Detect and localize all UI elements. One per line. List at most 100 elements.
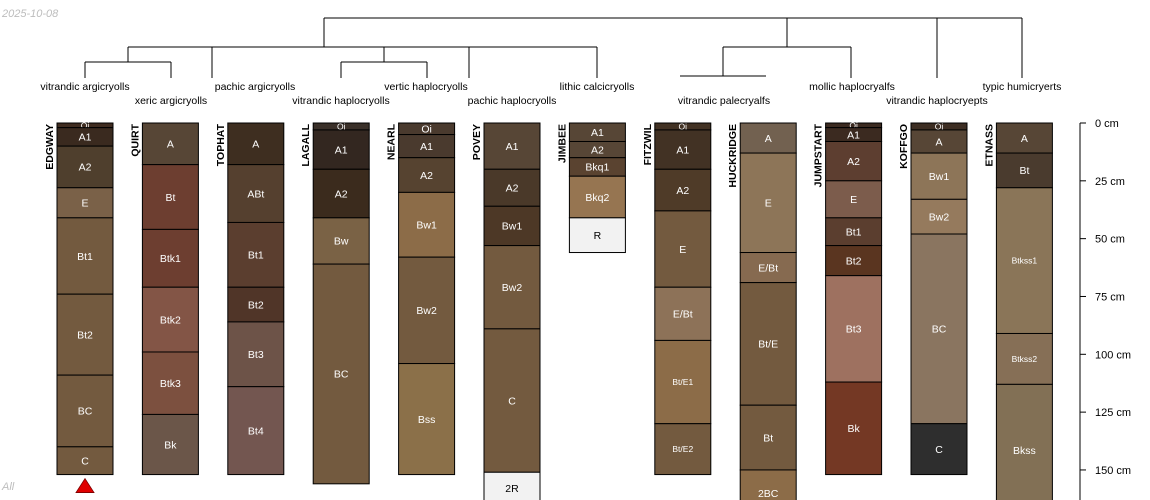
horizon-label: Bt [1019,165,1029,177]
horizon-label: Bw2 [502,282,523,294]
profile-name: NEARL [386,123,398,160]
horizon-bw2 [910,198,968,235]
horizon-e [654,210,712,288]
horizon-label: Bw1 [416,220,437,232]
horizon-label: Bk [164,439,177,451]
profile-name: HUCKRIDGE [727,124,739,188]
horizon-e [56,187,114,219]
horizon-label: Bt1 [77,251,93,263]
horizon-bc [910,233,968,425]
horizon-label: Bt/E2 [672,444,693,454]
horizon-label: Bt4 [248,425,264,437]
horizon-a1 [483,122,541,170]
horizon-a2 [398,157,456,193]
horizon-label: Bt2 [248,299,264,311]
horizon-bkq2 [568,175,626,219]
horizon-label: Oi [849,120,858,130]
profile-name: KOFFGO [898,124,910,169]
horizon-bt/e2 [654,423,712,476]
horizon-label: A2 [79,162,92,174]
horizon-label: R [594,230,602,242]
taxon-label: lithic calcicryolls [560,81,635,93]
horizon-label: E [850,194,857,206]
horizon-label: Bt/E1 [672,377,693,387]
horizon-label: A [935,136,942,148]
depth-tick-label: 125 cm [1095,407,1131,419]
profile-name: TOPHAT [215,123,227,166]
horizon-btkss2 [995,332,1053,385]
horizon-e [825,180,883,219]
horizon-label: A1 [79,132,92,144]
depth-tick-label: 50 cm [1095,234,1125,246]
horizon-bkss [995,383,1053,500]
taxon-label: vitrandic haplocryolls [292,95,389,107]
profile-edgway: Oi A1 A2 E Bt1 Bt2 BC C EDGWAY [44,120,114,493]
horizon-label: A1 [591,127,604,139]
depth-tick-label: 75 cm [1095,291,1125,303]
profile-povey: A1 A2 Bw1 Bw2 C 2R POVEY [471,122,541,500]
horizon-label: A2 [420,170,433,182]
profile-name: ETNASS [983,124,995,167]
horizon-a1 [312,129,370,170]
horizon-label: 2R [505,483,519,495]
horizon-bt4 [227,386,285,476]
horizon-bt [141,164,199,230]
date-stamp: 2025-10-08 [2,8,59,20]
horizon-bss [398,363,456,476]
profile-name: JUMPSTART [813,123,825,187]
profile-quirt: A Bt Btk1 Btk2 Btk3 Bk QUIRT [129,122,199,476]
horizon-label: BC [932,324,947,336]
horizon-label: Oi [337,122,346,132]
horizon-abt [227,164,285,223]
horizon-label: A2 [506,183,519,195]
horizon-a [141,122,199,166]
horizon-bw1 [483,205,541,247]
horizon-bt1 [56,217,114,295]
horizon-btk2 [141,286,199,353]
horizon-label: A2 [676,185,689,197]
horizon-label: Bw [334,236,349,248]
horizon-bt [739,404,797,471]
truncation-marker [75,477,95,493]
horizon-bt3 [227,321,285,388]
horizon-btk3 [141,351,199,415]
horizon-label: A [765,133,772,145]
profile-tophat: A ABt Bt1 Bt2 Bt3 Bt4 TOPHAT [215,122,285,476]
horizon-bw1 [398,191,456,258]
horizon-label: A2 [591,144,604,156]
profile-huckridge: A E E/Bt Bt/E Bt 2BC HUCKRIDGE [727,122,797,500]
profile-name: JIMBEE [556,124,568,163]
profile-fitzwil: Oi A1 A2 E E/Bt Bt/E1 Bt/E2 FITZWIL [642,122,712,476]
horizon-a2 [825,141,883,182]
horizon-label: A [167,139,174,151]
horizon-label: Bt3 [248,349,264,361]
horizon-e/bt [739,252,797,284]
horizon-label: ABt [247,188,264,200]
horizon-a2 [56,145,114,189]
horizon-bw [312,217,370,265]
horizon-label: Bw1 [502,221,523,233]
horizon-label: Bt3 [846,324,862,336]
horizon-a2 [483,168,541,207]
horizon-label: Btk1 [160,253,181,265]
profile-koffgo: Oi A Bw1 Bw2 BC C KOFFGO [898,122,968,476]
profile-etnass: A Bt Btkss1 Btkss2 Bkss ETNASS [983,122,1053,500]
horizon-2bc [739,469,797,500]
profile-name: LAGALL [300,123,312,166]
depth-tick-label: 100 cm [1095,349,1131,361]
horizon-label: Bt2 [77,329,93,341]
horizon-label: Bt [763,432,773,444]
taxon-label: vertic haplocryolls [384,81,467,93]
taxon-label: vitrandic haplocryepts [886,95,988,107]
footer-label: All [2,481,15,493]
horizon-e/bt [654,286,712,341]
horizon-label: E [765,198,772,210]
horizon-bk [141,413,199,476]
horizon-label: A1 [847,129,860,141]
horizon-label: Bw2 [416,305,437,317]
horizon-r [568,217,626,254]
horizon-label: Bw2 [929,211,950,223]
horizon-a1 [654,129,712,170]
horizon-label: E/Bt [758,262,778,274]
